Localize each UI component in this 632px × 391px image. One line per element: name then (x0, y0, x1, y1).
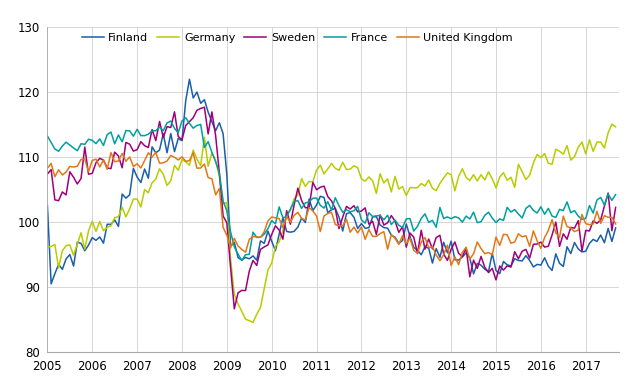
United Kingdom (593, 209, 601, 213)
France (522, 206, 530, 211)
Finland (85, 243, 92, 248)
Sweden (81, 145, 88, 149)
Germany (298, 176, 305, 181)
Finland (44, 203, 51, 208)
Sweden (231, 307, 238, 311)
Sweden (200, 105, 208, 109)
United Kingdom (447, 263, 455, 268)
France (451, 214, 459, 219)
Finland (122, 196, 130, 201)
Germany (249, 320, 257, 325)
United Kingdom (44, 166, 51, 170)
United Kingdom (451, 255, 459, 259)
France (44, 134, 51, 138)
Finland (301, 220, 309, 225)
France (612, 192, 619, 197)
Finland (593, 239, 601, 244)
Finland (612, 226, 619, 230)
France (593, 198, 601, 203)
Sweden (612, 205, 619, 210)
Line: France: France (47, 118, 616, 260)
Germany (612, 124, 619, 129)
Germany (44, 244, 51, 249)
United Kingdom (298, 216, 305, 221)
Sweden (451, 240, 459, 244)
Sweden (522, 247, 530, 252)
Line: Germany: Germany (47, 124, 616, 323)
Finland (522, 253, 530, 258)
Germany (447, 172, 455, 177)
France (182, 115, 190, 120)
Legend: Finland, Germany, Sweden, France, United Kingdom: Finland, Germany, Sweden, France, United… (82, 33, 513, 43)
Sweden (118, 165, 126, 170)
Finland (47, 282, 55, 286)
Finland (451, 257, 459, 262)
Line: United Kingdom: United Kingdom (47, 152, 616, 265)
France (238, 258, 246, 263)
France (301, 201, 309, 205)
Germany (608, 122, 616, 126)
Line: Finland: Finland (47, 79, 616, 284)
France (81, 142, 88, 147)
Sweden (44, 172, 51, 176)
United Kingdom (118, 151, 126, 156)
Germany (590, 149, 597, 154)
Finland (186, 77, 193, 82)
United Kingdom (81, 157, 88, 161)
United Kingdom (612, 222, 619, 226)
Line: Sweden: Sweden (47, 107, 616, 309)
United Kingdom (522, 233, 530, 238)
Germany (518, 169, 526, 174)
France (118, 140, 126, 144)
Germany (118, 205, 126, 210)
Sweden (301, 205, 309, 210)
Sweden (593, 221, 601, 226)
United Kingdom (152, 150, 160, 155)
Germany (81, 247, 88, 251)
